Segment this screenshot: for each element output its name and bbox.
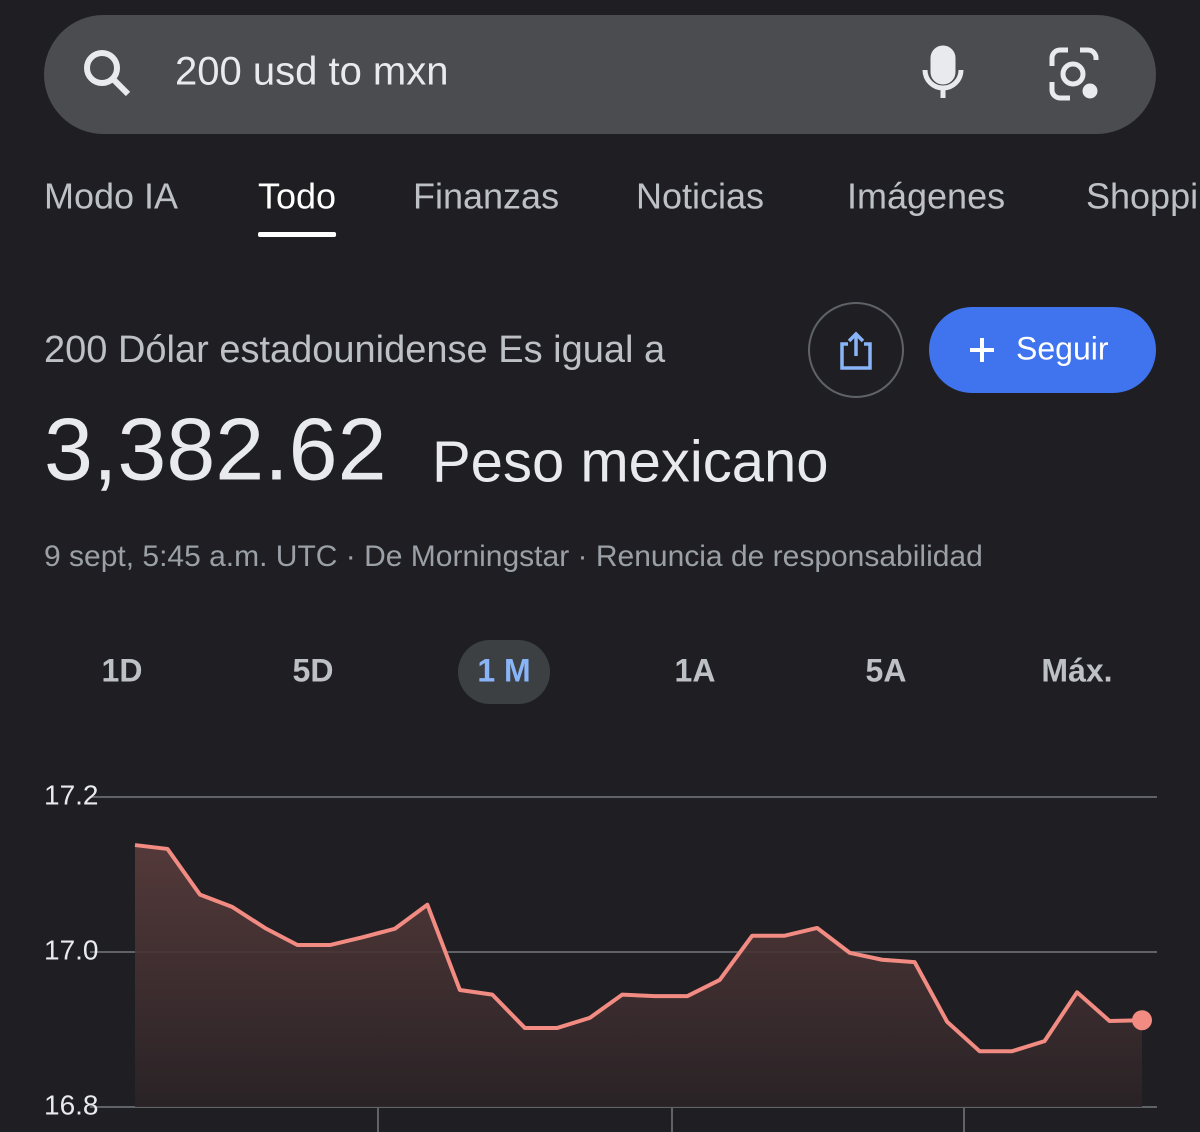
result-amount: 3,382.62 bbox=[44, 399, 387, 498]
plus-icon bbox=[970, 338, 994, 362]
result-source: 9 sept, 5:45 a.m. UTC · De Morningstar ·… bbox=[44, 540, 983, 573]
tab[interactable]: Todo bbox=[258, 176, 336, 217]
tab[interactable]: Imágenes bbox=[847, 176, 1005, 217]
end-point bbox=[1132, 1010, 1152, 1031]
y-tick-label: 17.0 bbox=[44, 934, 99, 965]
range-option[interactable]: 5A bbox=[866, 652, 907, 688]
follow-button[interactable] bbox=[929, 307, 1156, 393]
range-option[interactable]: 1D bbox=[102, 652, 143, 688]
search-icon bbox=[84, 50, 131, 97]
range-option[interactable]: 1 M bbox=[477, 652, 530, 688]
line bbox=[134, 843, 1143, 1054]
range-option[interactable]: Máx. bbox=[1041, 652, 1112, 688]
y-tick-label: 16.8 bbox=[44, 1089, 99, 1120]
search-query[interactable]: 200 usd to mxn bbox=[175, 50, 449, 94]
tab-underline bbox=[258, 232, 337, 237]
y-tick-label: 17.2 bbox=[44, 779, 99, 810]
search-bar[interactable] bbox=[44, 15, 1156, 134]
line-area bbox=[135, 845, 1142, 1107]
tab[interactable]: Modo IA bbox=[44, 176, 178, 217]
tab[interactable]: Shopping bbox=[1086, 176, 1200, 217]
lens-icon[interactable] bbox=[1049, 47, 1099, 101]
range-option[interactable]: 1A bbox=[675, 652, 716, 688]
range-pill bbox=[458, 640, 550, 704]
follow-label: Seguir bbox=[1016, 330, 1109, 366]
mic-icon[interactable] bbox=[922, 45, 964, 98]
tab[interactable]: Finanzas bbox=[413, 176, 559, 217]
share-icon bbox=[840, 331, 872, 370]
range-option[interactable]: 5D bbox=[293, 652, 334, 688]
result-label: 200 Dólar estadounidense Es igual a bbox=[44, 329, 666, 371]
result-unit: Peso mexicano bbox=[432, 429, 829, 494]
tab[interactable]: Noticias bbox=[636, 176, 764, 217]
share-button[interactable] bbox=[808, 302, 904, 398]
